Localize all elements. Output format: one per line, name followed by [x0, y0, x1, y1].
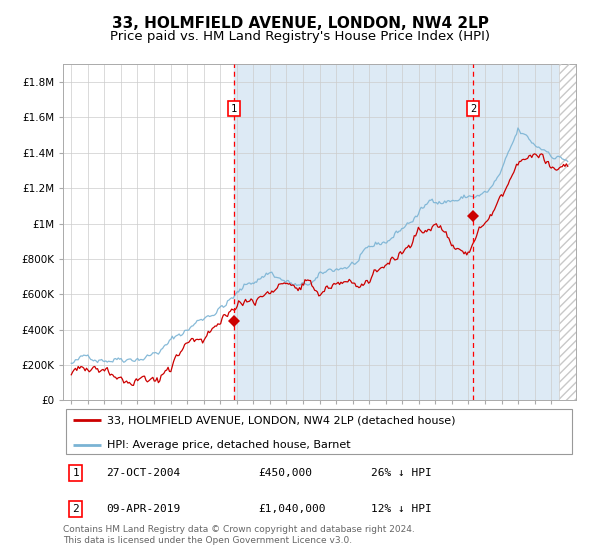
- Text: Contains HM Land Registry data © Crown copyright and database right 2024.
This d: Contains HM Land Registry data © Crown c…: [63, 525, 415, 545]
- Text: 2: 2: [72, 504, 79, 514]
- Text: 26% ↓ HPI: 26% ↓ HPI: [371, 468, 431, 478]
- Text: 33, HOLMFIELD AVENUE, LONDON, NW4 2LP: 33, HOLMFIELD AVENUE, LONDON, NW4 2LP: [112, 16, 488, 31]
- Text: 27-OCT-2004: 27-OCT-2004: [107, 468, 181, 478]
- Text: £450,000: £450,000: [258, 468, 312, 478]
- Text: 1: 1: [230, 104, 237, 114]
- Text: 09-APR-2019: 09-APR-2019: [107, 504, 181, 514]
- Text: 12% ↓ HPI: 12% ↓ HPI: [371, 504, 431, 514]
- Text: 1: 1: [72, 468, 79, 478]
- Text: 33, HOLMFIELD AVENUE, LONDON, NW4 2LP (detached house): 33, HOLMFIELD AVENUE, LONDON, NW4 2LP (d…: [107, 416, 455, 426]
- Text: 2: 2: [470, 104, 476, 114]
- Bar: [234, 64, 576, 400]
- FancyBboxPatch shape: [65, 409, 572, 454]
- Text: £1,040,000: £1,040,000: [258, 504, 325, 514]
- Text: Price paid vs. HM Land Registry's House Price Index (HPI): Price paid vs. HM Land Registry's House …: [110, 30, 490, 43]
- Text: HPI: Average price, detached house, Barnet: HPI: Average price, detached house, Barn…: [107, 440, 350, 450]
